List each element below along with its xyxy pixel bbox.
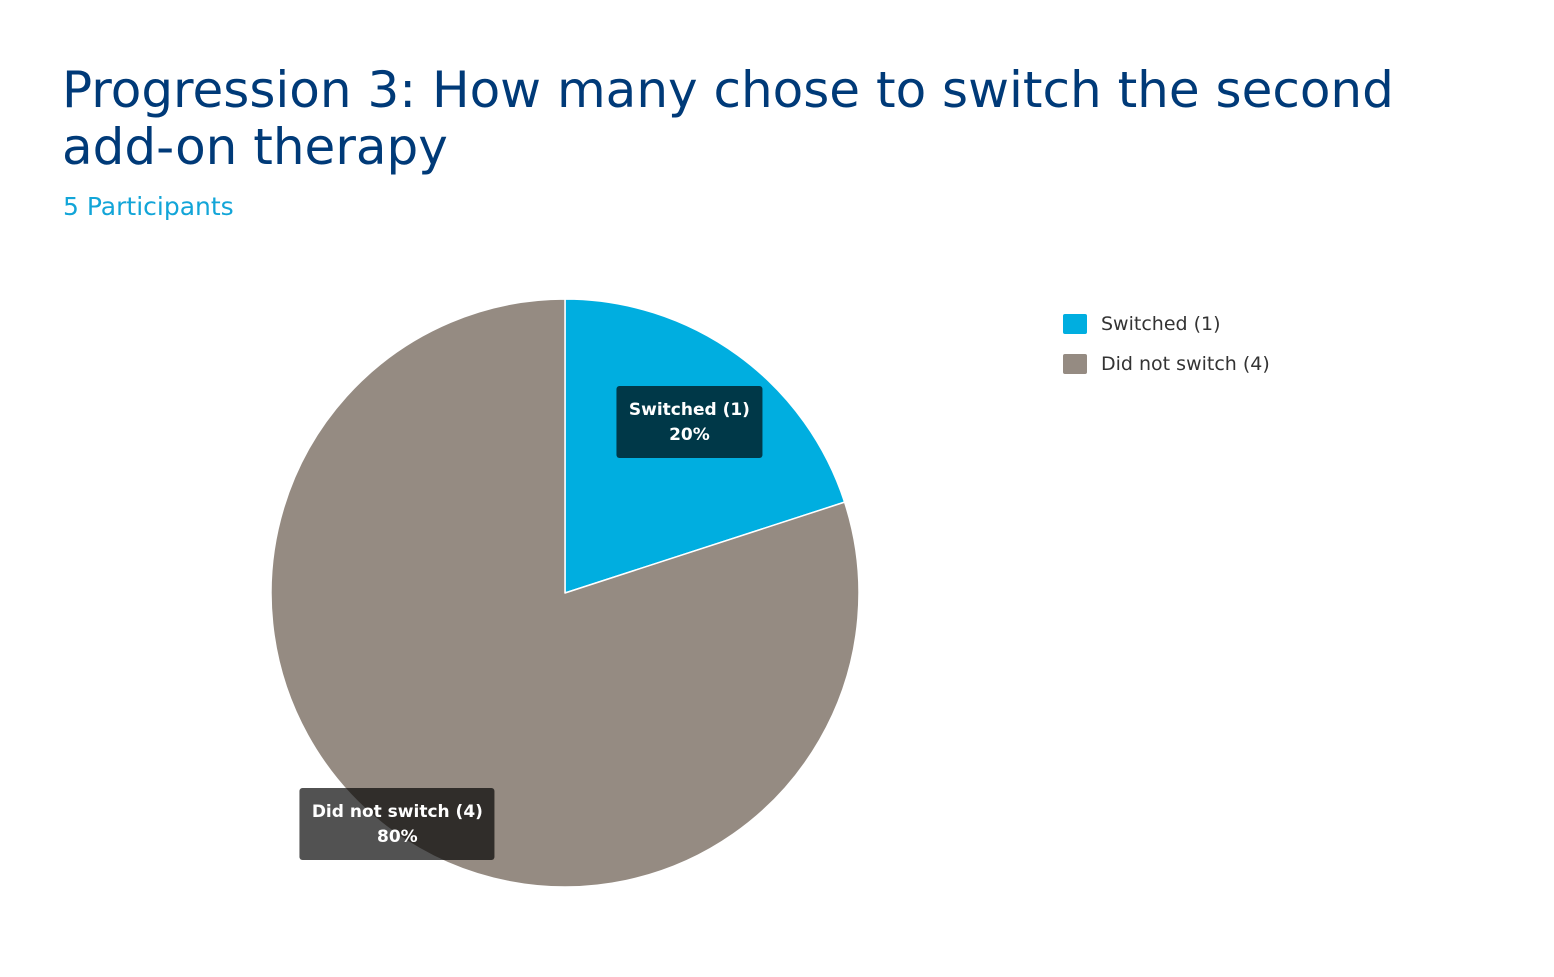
legend-label-switched: Switched (1) [1101, 313, 1221, 335]
legend-item-did-not-switch[interactable]: Did not switch (4) [1063, 352, 1270, 376]
chart-subtitle: 5 Participants [63, 192, 234, 221]
slice-label-switched-percent: 20% [669, 424, 710, 445]
legend-item-switched[interactable]: Switched (1) [1063, 312, 1270, 336]
legend-label-did-not-switch: Did not switch (4) [1101, 353, 1270, 375]
slice-label-switched: Switched (1) 20% [616, 385, 762, 458]
legend-swatch-switched [1063, 314, 1087, 334]
slice-label-switched-name: Switched (1) [628, 399, 750, 420]
chart-title: Progression 3: How many chose to switch … [62, 61, 1394, 176]
legend-swatch-did-not-switch [1063, 354, 1087, 374]
legend: Switched (1) Did not switch (4) [1063, 312, 1270, 392]
slice-label-did-not-switch-percent: 80% [377, 826, 418, 847]
slice-label-did-not-switch: Did not switch (4) 80% [299, 787, 495, 860]
slice-label-did-not-switch-name: Did not switch (4) [311, 801, 483, 822]
